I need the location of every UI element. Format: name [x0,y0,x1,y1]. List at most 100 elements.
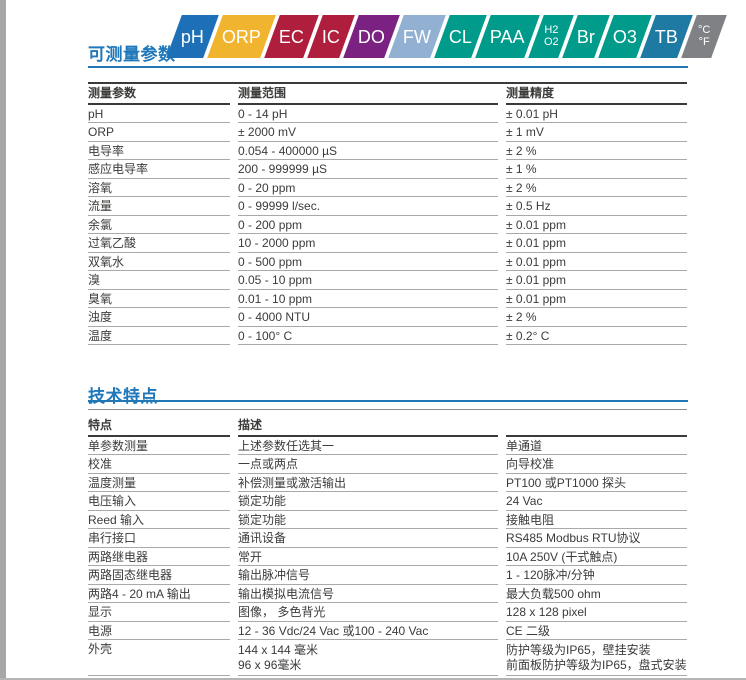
cell-parameter: 流量 [88,197,230,216]
parameter-badge-label: H2 O2 [543,24,559,48]
parameter-badge-label: EC [279,26,305,47]
cell-feature: 单参数测量 [88,437,230,455]
cell-parameter: 浊度 [88,308,230,327]
col-header-accuracy: 测量精度 [506,84,687,105]
col-header-range: 测量范围 [238,84,498,105]
table-header-row: 特点 描述 [88,410,687,437]
cell-feature: 两路固态继电器 [88,566,230,585]
cell-feature: 两路4 - 20 mA 输出 [88,585,230,603]
cell-parameter: pH [88,105,230,123]
cell-detail: CE 二级 [506,622,687,640]
cell-accuracy: ± 1 % [506,160,687,179]
cell-detail: 10A 250V (干式触点) [506,548,687,566]
cell-parameter: 余氯 [88,216,230,234]
table-row: 电压输入 锁定功能 24 Vac [88,492,687,511]
cell-description: 补偿测量或激活输出 [238,474,498,492]
cell-parameter: 臭氧 [88,290,230,308]
page-bottom-edge [0,678,746,680]
cell-feature: 两路继电器 [88,548,230,566]
table-row: 串行接口 通讯设备 RS485 Modbus RTU协议 [88,529,687,548]
table-row: 校准 一点或两点 向导校准 [88,455,687,474]
cell-feature: 外壳 [88,640,230,676]
col-header-extra [506,410,687,437]
section-divider-rule [88,400,688,402]
cell-description: 常开 [238,548,498,566]
cell-feature: 串行接口 [88,529,230,548]
cell-detail: 防护等级为IP65，壁挂安装 前面板防护等级为IP65，盘式安装 [506,640,687,676]
table-row: 流量 0 - 99999 l/sec. ± 0.5 Hz [88,197,687,216]
cell-parameter: 溶氧 [88,179,230,197]
parameter-badge-label: ORP [222,26,262,47]
cell-detail: RS485 Modbus RTU协议 [506,529,687,548]
cell-feature: 校准 [88,455,230,474]
cell-parameter: 温度 [88,327,230,345]
cell-parameter: ORP [88,123,230,142]
table-row: 两路固态继电器 输出脉冲信号 1 - 120脉冲/分钟 [88,566,687,585]
table-row: 过氧乙酸 10 - 2000 ppm ± 0.01 ppm [88,234,687,253]
table-row: 臭氧 0.01 - 10 ppm ± 0.01 ppm [88,290,687,308]
cell-feature: 电源 [88,622,230,640]
section-title-technical-features: 技术特点 [88,387,158,407]
table-row: 外壳 144 x 144 毫米 96 x 96毫米 防护等级为IP65，壁挂安装前… [88,640,687,676]
cell-detail: 单通道 [506,437,687,455]
parameter-badge-label: DO [358,26,386,47]
cell-description: 12 - 36 Vdc/24 Vac 或100 - 240 Vac [238,622,498,640]
parameter-badge-label: °C °F [697,24,711,48]
cell-feature: 显示 [88,603,230,622]
parameter-badge-label: pH [181,26,205,47]
cell-parameter: 溴 [88,271,230,290]
cell-accuracy: ± 0.01 pH [506,105,687,123]
col-header-feature: 特点 [88,410,230,437]
parameter-badge-strip: pH ORP EC IC [166,15,727,58]
table-row: 浊度 0 - 4000 NTU ± 2 % [88,308,687,327]
table-header-row: 测量参数 测量范围 测量精度 [88,84,687,105]
cell-description: 输出模拟电流信号 [238,585,498,603]
cell-range: ± 2000 mV [238,123,498,142]
cell-description: 上述参数任选其一 [238,437,498,455]
cell-accuracy: ± 0.01 ppm [506,216,687,234]
cell-range: 0 - 100° C [238,327,498,345]
table-body: 单参数测量 上述参数任选其一 单通道 校准 一点或两点 向导校准 温度测量 补偿… [88,437,687,676]
table-row: 单参数测量 上述参数任选其一 单通道 [88,437,687,455]
cell-accuracy: ± 0.01 ppm [506,290,687,308]
cell-parameter: 电导率 [88,142,230,160]
cell-parameter: 双氧水 [88,253,230,271]
cell-description: 图像， 多色背光 [238,603,498,622]
parameter-badge-label: TB [654,26,678,47]
table-row: 两路4 - 20 mA 输出 输出模拟电流信号 最大负载500 ohm [88,585,687,603]
parameter-badge-label: Br [576,26,595,47]
parameter-badge-label: CL [449,26,473,47]
cell-description: 144 x 144 毫米 96 x 96毫米 [238,640,498,676]
table-row: 电导率 0.054 - 400000 µS ± 2 % [88,142,687,160]
cell-detail: 接触电阻 [506,511,687,529]
cell-feature: Reed 输入 [88,511,230,529]
cell-range: 0 - 20 ppm [238,179,498,197]
cell-feature: 温度测量 [88,474,230,492]
table-row: 温度测量 补偿测量或激活输出 PT100 或PT1000 探头 [88,474,687,492]
parameter-badge-label: FW [403,26,432,47]
cell-range: 10 - 2000 ppm [238,234,498,253]
cell-range: 0 - 500 ppm [238,253,498,271]
measurable-parameters-table: 测量参数 测量范围 测量精度 pH 0 - 14 pH ± 0.01 pH OR… [88,82,687,345]
cell-range: 0 - 99999 l/sec. [238,197,498,216]
cell-feature: 电压输入 [88,492,230,511]
cell-accuracy: ± 2 % [506,142,687,160]
cell-parameter: 过氧乙酸 [88,234,230,253]
cell-description: 锁定功能 [238,492,498,511]
col-header-description: 描述 [238,410,498,437]
cell-detail: 向导校准 [506,455,687,474]
cell-detail: 1 - 120脉冲/分钟 [506,566,687,585]
table-row: Reed 输入 锁定功能 接触电阻 [88,511,687,529]
table-row: ORP ± 2000 mV ± 1 mV [88,123,687,142]
cell-accuracy: ± 1 mV [506,123,687,142]
cell-accuracy: ± 0.01 ppm [506,253,687,271]
parameter-badge-label: O3 [612,26,637,47]
cell-detail: 最大负载500 ohm [506,585,687,603]
cell-accuracy: ± 2 % [506,179,687,197]
cell-accuracy: ± 0.01 ppm [506,271,687,290]
cell-detail: 128 x 128 pixel [506,603,687,622]
section-title-measurable-parameters: 可测量参数 [88,45,176,65]
cell-accuracy: ± 2 % [506,308,687,327]
col-header-parameter: 测量参数 [88,84,230,105]
